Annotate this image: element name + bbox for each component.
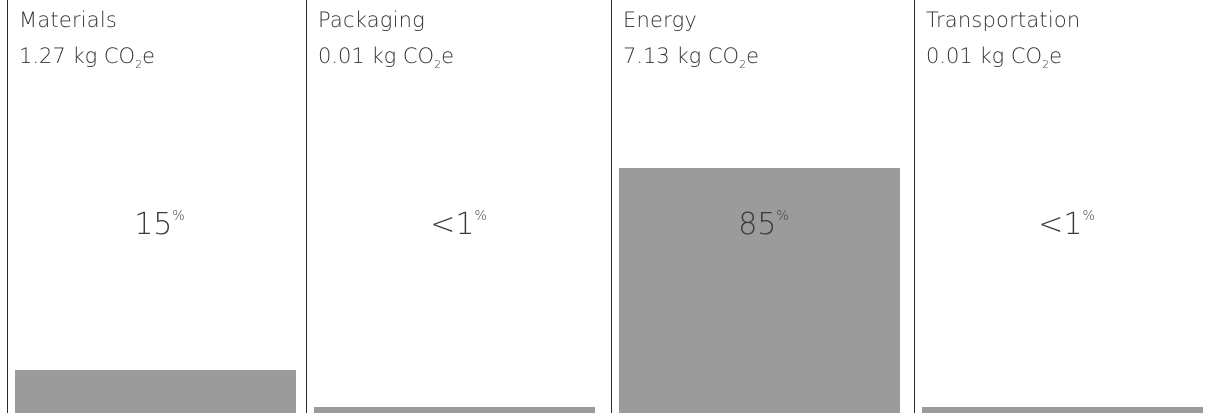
column-energy: Energy 7.13 kg CO2e 85% [611,0,914,413]
category-label: Transportation [926,8,1081,32]
column-transportation: Transportation 0.01 kg CO2e <1% [914,0,1212,413]
emission-number: 0.01 [926,44,973,68]
percent-symbol: % [776,209,789,224]
category-label: Materials [19,8,118,32]
percent-symbol: % [474,209,487,224]
percent-value: 85 [738,207,777,242]
emission-number: 0.01 [318,44,365,68]
emission-value: 1.27 kg CO2e [19,44,156,71]
bar-materials [15,370,296,413]
percent-symbol: % [172,209,185,224]
emission-value: 0.01 kg CO2e [926,44,1063,71]
bar-transportation [922,407,1203,413]
emission-number: 7.13 [623,44,670,68]
percent-value: <1 [1038,207,1083,242]
column-materials: Materials 1.27 kg CO2e 15% [7,0,310,413]
emission-number: 1.27 [19,44,66,68]
unit-prefix: kg CO [371,44,435,68]
percent-label: <1% [307,207,610,242]
unit-prefix: kg CO [72,44,136,68]
unit-suffix: e [441,44,455,68]
unit-subscript: 2 [1042,58,1050,71]
unit-suffix: e [142,44,156,68]
unit-suffix: e [1049,44,1063,68]
category-label: Packaging [318,8,425,32]
bar-packaging [314,407,595,413]
category-label: Energy [623,8,697,32]
unit-subscript: 2 [434,58,442,71]
percent-value: 15 [134,207,173,242]
emission-value: 0.01 kg CO2e [318,44,455,71]
unit-suffix: e [746,44,760,68]
unit-subscript: 2 [739,58,747,71]
percent-label: 15% [8,207,311,242]
percent-value: <1 [430,207,475,242]
unit-prefix: kg CO [979,44,1043,68]
percent-symbol: % [1082,209,1095,224]
unit-prefix: kg CO [676,44,740,68]
percent-label: <1% [915,207,1212,242]
column-packaging: Packaging 0.01 kg CO2e <1% [306,0,609,413]
percent-label: 85% [612,207,915,242]
unit-subscript: 2 [135,58,143,71]
emission-value: 7.13 kg CO2e [623,44,760,71]
bar-energy [619,168,900,413]
